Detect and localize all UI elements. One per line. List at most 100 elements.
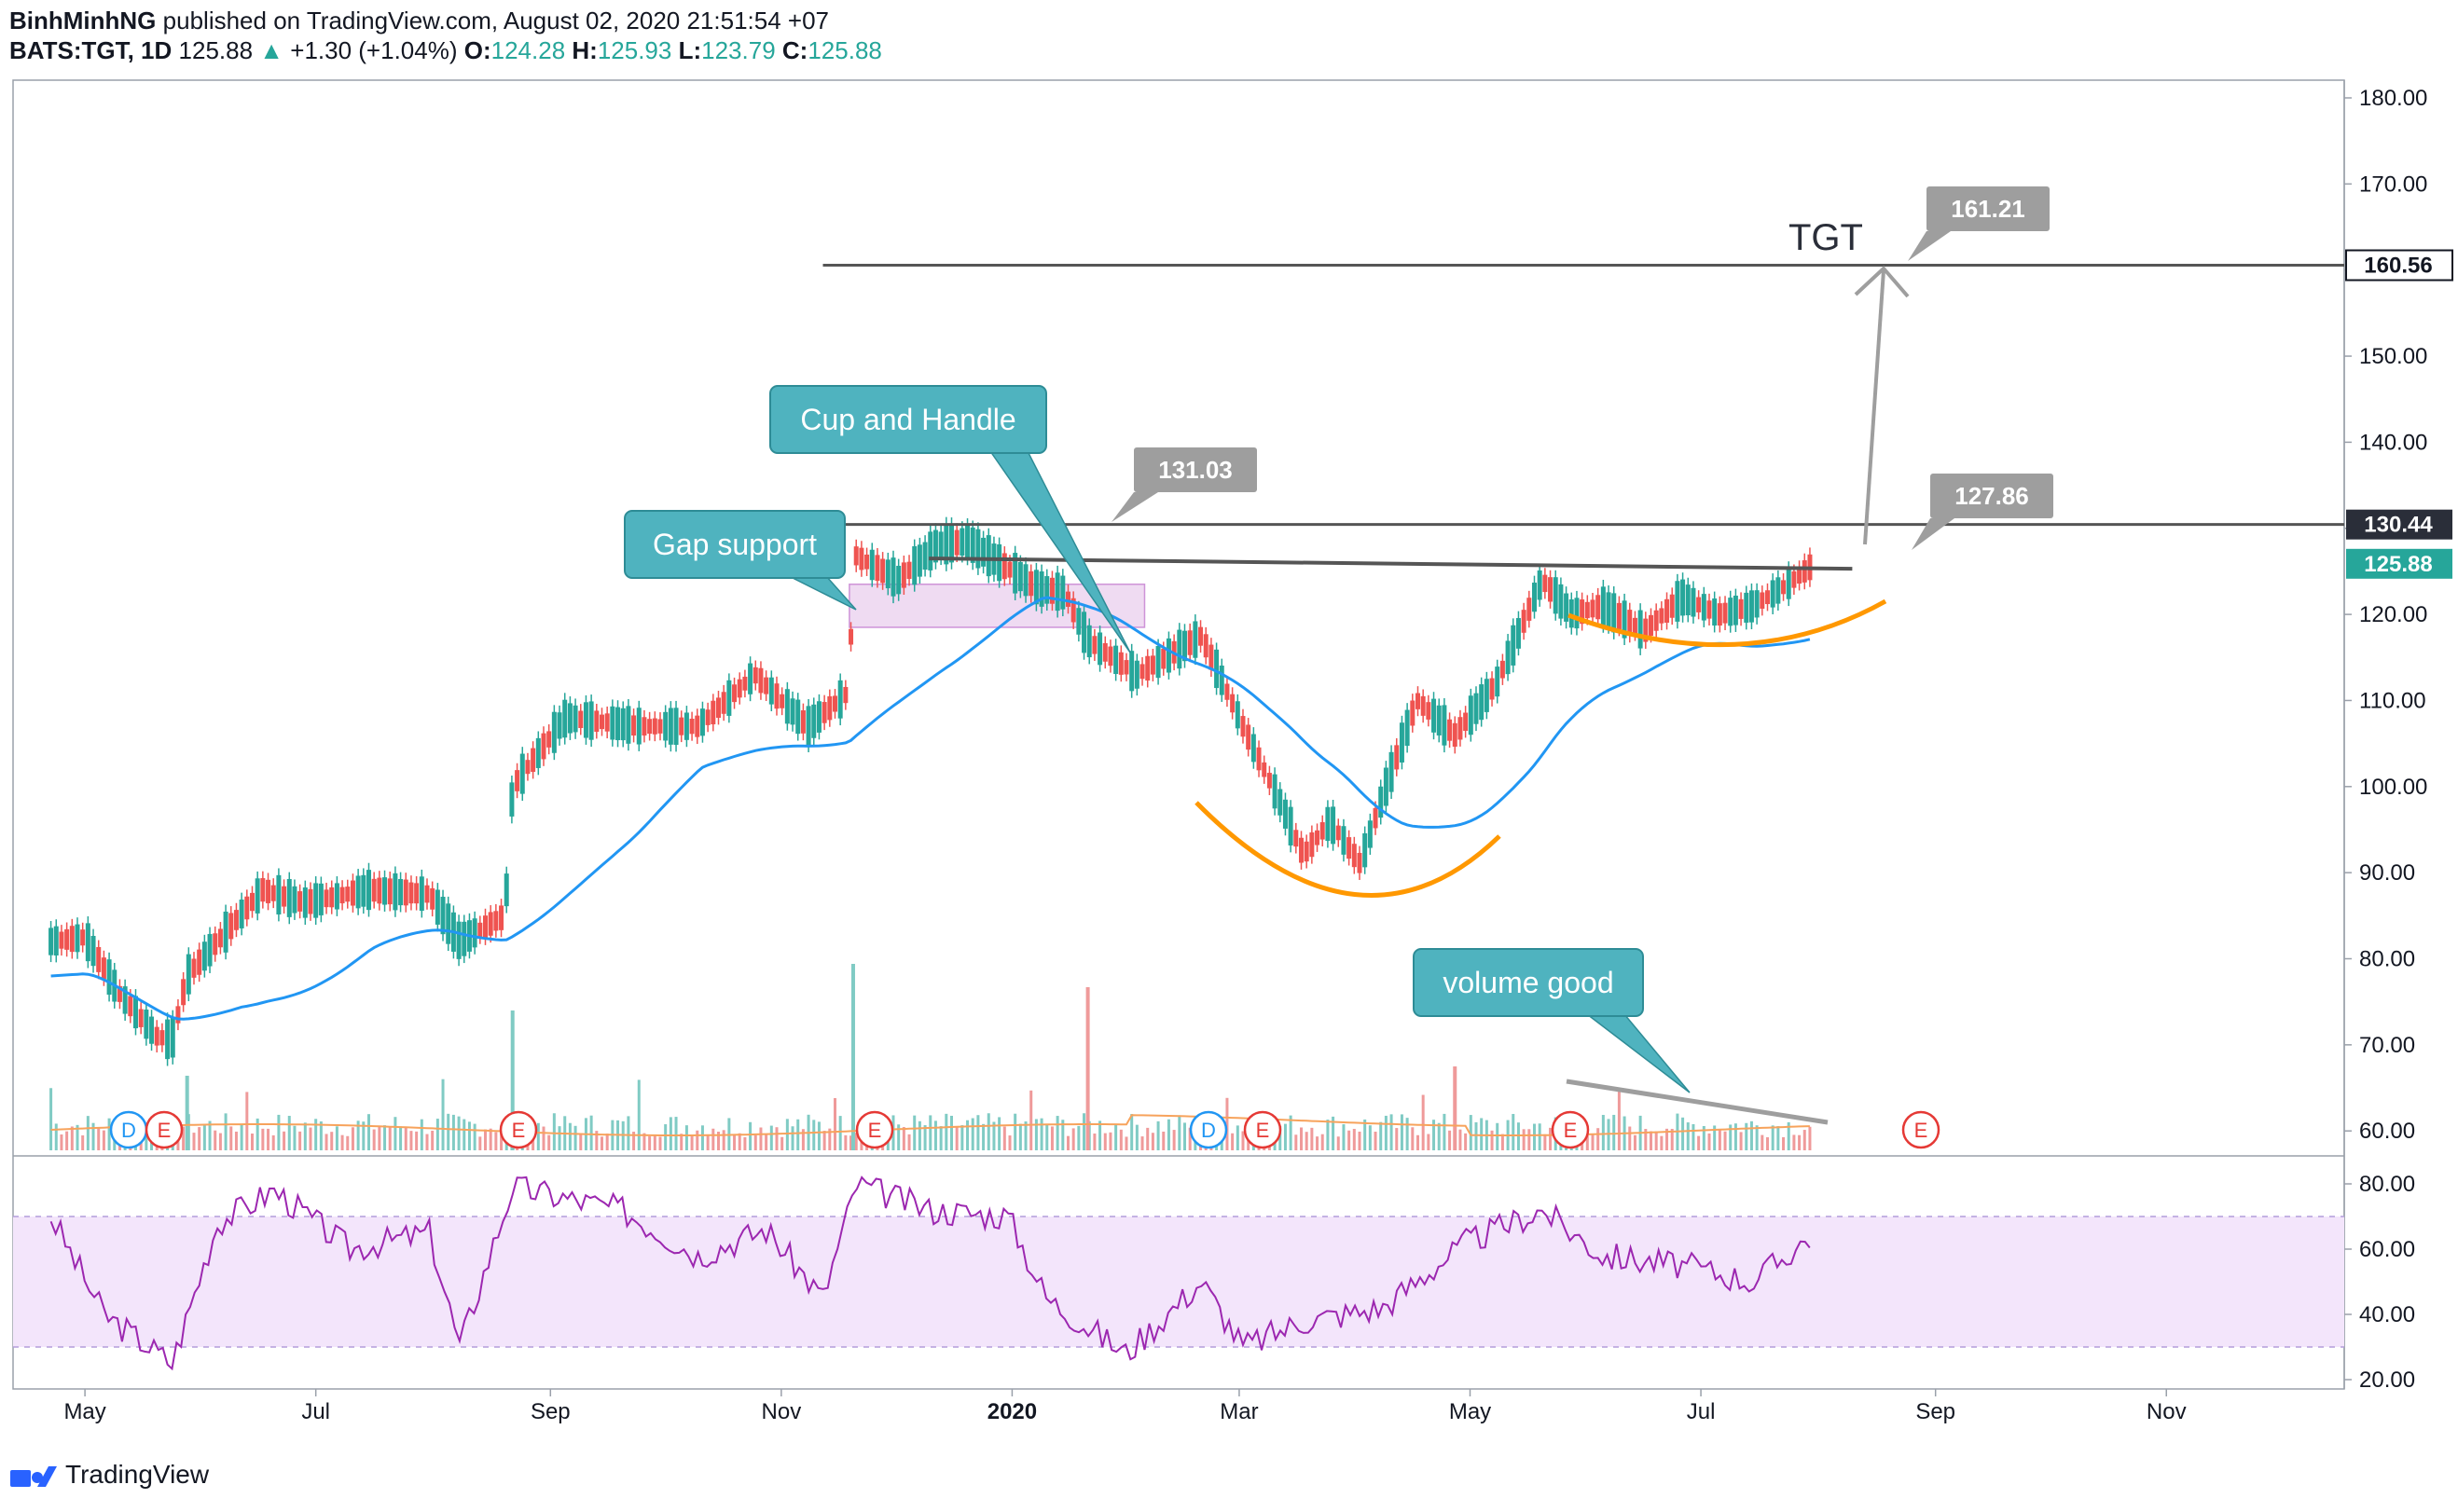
candle-body bbox=[944, 524, 949, 565]
volume-bar bbox=[765, 1134, 768, 1150]
volume-bar bbox=[245, 1092, 249, 1150]
candle-body bbox=[1584, 601, 1590, 619]
tradingview-brand[interactable]: TradingView bbox=[65, 1460, 210, 1489]
volume-bar bbox=[372, 1129, 376, 1150]
candle-body bbox=[387, 878, 393, 905]
volume-bar bbox=[1167, 1119, 1170, 1150]
resistance-value-label-bg bbox=[1134, 447, 1257, 492]
candle-body bbox=[1092, 636, 1098, 654]
candle-body bbox=[90, 935, 96, 967]
volume-bar bbox=[1633, 1134, 1636, 1150]
dividend-event-label: D bbox=[1201, 1119, 1216, 1142]
volume-bar bbox=[780, 1136, 784, 1150]
candle-body bbox=[1378, 786, 1384, 818]
volume-bar bbox=[1320, 1134, 1324, 1150]
price-tick-label: 140.00 bbox=[2359, 430, 2427, 455]
candle-body bbox=[1060, 575, 1066, 610]
candle-body bbox=[1187, 630, 1193, 655]
candle-body bbox=[1447, 719, 1453, 741]
volume-bar bbox=[1135, 1124, 1139, 1150]
volume-bar bbox=[208, 1120, 212, 1150]
candle-body bbox=[853, 546, 859, 566]
low-value: 123.79 bbox=[701, 36, 776, 64]
candle-body bbox=[699, 708, 705, 736]
candle-body bbox=[1373, 807, 1378, 829]
candle-body bbox=[1680, 579, 1686, 616]
candle-body bbox=[546, 731, 552, 748]
candle-body bbox=[626, 706, 631, 744]
candle-body bbox=[1786, 568, 1791, 599]
time-tick-label: Nov bbox=[2147, 1399, 2187, 1424]
volume-bar bbox=[743, 1136, 747, 1150]
volume-bar bbox=[1771, 1125, 1774, 1150]
candle-body bbox=[1568, 598, 1574, 628]
price-tick-label: 100.00 bbox=[2359, 775, 2427, 800]
candle-body bbox=[642, 717, 647, 736]
candle-body bbox=[588, 701, 594, 740]
volume-bar bbox=[1745, 1122, 1748, 1150]
volume-bar bbox=[65, 1131, 69, 1150]
volume-bar bbox=[467, 1121, 471, 1150]
volume-bar bbox=[1336, 1136, 1340, 1150]
volume-bar bbox=[435, 1119, 439, 1150]
price-tick-label: 170.00 bbox=[2359, 172, 2427, 197]
symbol-label[interactable]: BATS:TGT, 1D bbox=[9, 36, 173, 64]
tradingview-logo-icon[interactable] bbox=[9, 1461, 58, 1489]
candle-body bbox=[85, 923, 90, 962]
candle-body bbox=[1564, 593, 1569, 622]
volume-bar bbox=[1374, 1132, 1377, 1150]
candle-body bbox=[435, 889, 440, 925]
candle-body bbox=[138, 1009, 144, 1027]
candle-body bbox=[1691, 587, 1696, 617]
volume-bar bbox=[822, 1131, 826, 1150]
price-tick-label: 180.00 bbox=[2359, 86, 2427, 111]
volume-bar bbox=[388, 1126, 392, 1150]
candle-body bbox=[864, 554, 870, 570]
volume-bar bbox=[536, 1122, 540, 1150]
volume-bar bbox=[1066, 1135, 1070, 1150]
candle-body bbox=[122, 986, 128, 1014]
candle-body bbox=[1495, 667, 1500, 697]
volume-bar bbox=[1172, 1130, 1176, 1150]
volume-bar bbox=[573, 1125, 577, 1150]
handle-value-label-pointer bbox=[1912, 518, 1954, 550]
volume-bar bbox=[383, 1125, 387, 1150]
candle-body bbox=[1086, 625, 1092, 658]
volume-bar bbox=[335, 1126, 338, 1150]
volume-bar bbox=[1628, 1126, 1632, 1150]
candle-body bbox=[276, 874, 282, 914]
volume-bar bbox=[913, 1115, 917, 1150]
volume-bar bbox=[1686, 1122, 1690, 1150]
candle-body bbox=[1616, 602, 1622, 629]
volume-bar bbox=[420, 1119, 423, 1150]
volume-bar bbox=[838, 1116, 842, 1150]
candle-body bbox=[859, 547, 864, 570]
candle-body bbox=[726, 680, 732, 716]
candle-body bbox=[1664, 598, 1670, 623]
candle-body bbox=[816, 701, 822, 733]
volume-bar bbox=[202, 1123, 206, 1150]
candle-body bbox=[1553, 577, 1558, 614]
candle-body bbox=[1266, 773, 1272, 789]
author-name[interactable]: BinhMinhNG bbox=[9, 7, 157, 34]
volume-bar bbox=[1782, 1136, 1786, 1150]
volume-bar bbox=[817, 1121, 821, 1150]
volume-bar bbox=[1787, 1121, 1790, 1150]
candle-body bbox=[80, 929, 86, 946]
candle-body bbox=[1760, 592, 1765, 609]
high-label: H: bbox=[572, 36, 598, 64]
candle-body bbox=[832, 695, 837, 712]
volume-bar bbox=[229, 1126, 233, 1150]
candle-body bbox=[1108, 646, 1113, 667]
volume-bar bbox=[1538, 1123, 1541, 1150]
volume-bar bbox=[1739, 1132, 1743, 1150]
candle-body bbox=[906, 561, 912, 579]
candle-body bbox=[620, 708, 626, 741]
candle-body bbox=[1637, 610, 1643, 649]
moving-average-line bbox=[50, 596, 1811, 1021]
volume-bar bbox=[250, 1134, 254, 1150]
volume-bar bbox=[362, 1121, 366, 1150]
candle-body bbox=[519, 753, 525, 794]
candle-body bbox=[1357, 852, 1362, 873]
